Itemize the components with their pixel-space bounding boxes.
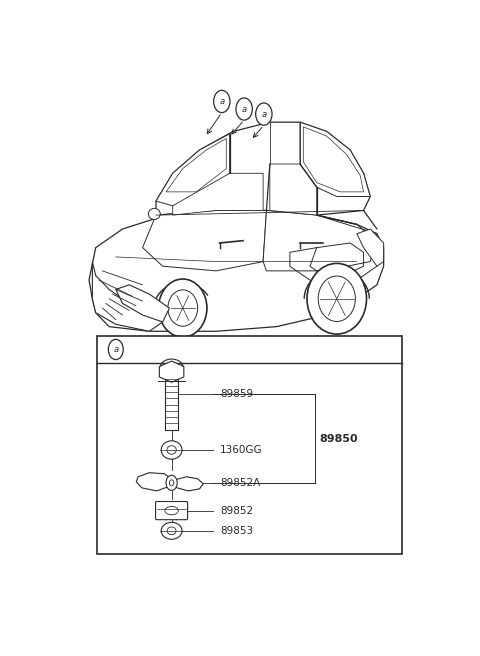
Polygon shape — [173, 477, 203, 491]
Polygon shape — [300, 122, 370, 197]
Polygon shape — [136, 473, 173, 491]
Circle shape — [108, 339, 123, 359]
Polygon shape — [92, 262, 163, 331]
Text: 1360GG: 1360GG — [220, 445, 263, 455]
Ellipse shape — [158, 279, 207, 337]
Polygon shape — [156, 134, 229, 206]
Text: 89850: 89850 — [319, 434, 358, 443]
Polygon shape — [143, 211, 266, 271]
Text: 89852: 89852 — [220, 506, 253, 516]
Polygon shape — [116, 285, 169, 322]
Text: 89852A: 89852A — [220, 478, 260, 488]
Polygon shape — [89, 211, 384, 331]
Polygon shape — [159, 361, 184, 382]
Ellipse shape — [148, 209, 160, 220]
FancyBboxPatch shape — [156, 501, 188, 520]
Circle shape — [166, 475, 177, 491]
Circle shape — [236, 98, 252, 120]
Ellipse shape — [161, 441, 182, 459]
Ellipse shape — [307, 264, 367, 334]
Text: a: a — [261, 110, 266, 119]
Circle shape — [214, 91, 230, 113]
Polygon shape — [357, 229, 384, 266]
FancyBboxPatch shape — [97, 337, 402, 554]
Polygon shape — [156, 122, 370, 215]
Polygon shape — [173, 173, 263, 215]
Ellipse shape — [161, 522, 182, 539]
Circle shape — [256, 103, 272, 125]
Text: 89859: 89859 — [220, 390, 253, 400]
Text: a: a — [241, 104, 247, 113]
Text: 89853: 89853 — [220, 526, 253, 536]
Text: a: a — [219, 97, 224, 106]
Polygon shape — [270, 164, 317, 215]
Text: a: a — [113, 345, 119, 354]
Polygon shape — [263, 211, 377, 271]
